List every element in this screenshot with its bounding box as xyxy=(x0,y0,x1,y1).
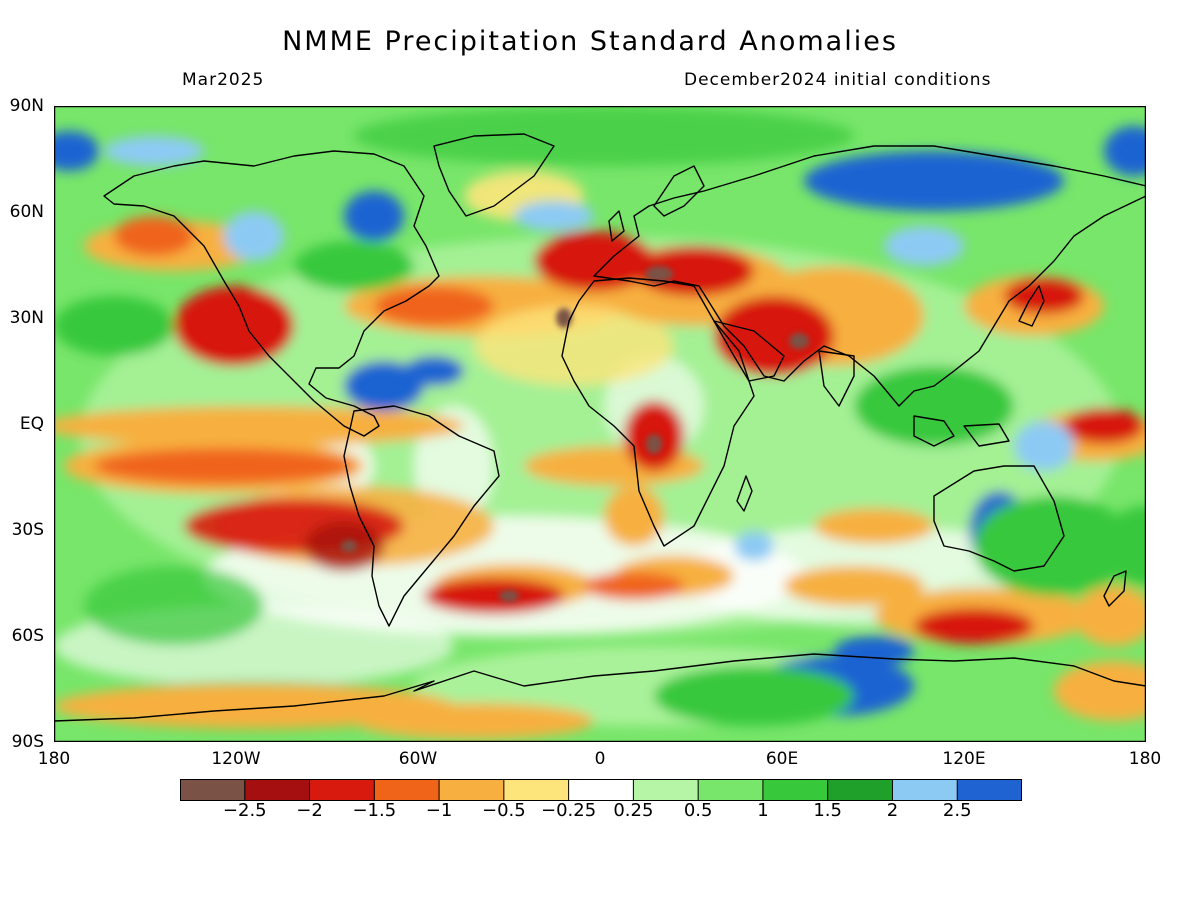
lon-label-120e: 120E xyxy=(942,749,986,769)
colorbar-tick-label: 0.5 xyxy=(683,800,713,821)
map-frame xyxy=(54,106,1146,742)
lat-label-30s: 30S xyxy=(11,520,44,540)
anomaly-map xyxy=(54,106,1146,742)
colorbar-swatch xyxy=(956,779,1022,801)
colorbar-swatch xyxy=(568,779,635,801)
lon-label-180w: 180 xyxy=(37,749,71,769)
colorbar-swatch xyxy=(827,779,894,801)
colorbar-tick-label: 1 xyxy=(757,800,769,821)
colorbar-swatch xyxy=(503,779,570,801)
lon-label-180e: 180 xyxy=(1128,749,1162,769)
lat-label-30n: 30N xyxy=(9,308,44,328)
lon-label-120w: 120W xyxy=(211,749,261,769)
anomaly-field xyxy=(54,106,1146,739)
valid-month-label: Mar2025 xyxy=(182,70,265,90)
lat-label-60s: 60S xyxy=(11,626,44,646)
lat-label-90n: 90N xyxy=(9,96,44,116)
initial-conditions-label: December2024 initial conditions xyxy=(684,70,992,90)
colorbar-tick-label: 0.25 xyxy=(613,800,654,821)
colorbar-swatch xyxy=(180,779,246,801)
colorbar-tick-label: −1 xyxy=(425,800,453,821)
colorbar-tick-label: −2 xyxy=(296,800,323,821)
colorbar-tick-label: −0.5 xyxy=(481,800,526,821)
lat-label-60n: 60N xyxy=(9,202,44,222)
colorbar-tick-label: 2.5 xyxy=(942,800,972,821)
colorbar xyxy=(180,779,1022,801)
extreme-spots xyxy=(341,266,809,602)
colorbar-swatch xyxy=(762,779,829,801)
lon-label-60w: 60W xyxy=(398,749,438,769)
colorbar-tick-label: −2.5 xyxy=(222,800,267,821)
colorbar-tick-label: 1.5 xyxy=(813,800,842,821)
lat-label-eq: EQ xyxy=(19,414,44,434)
lon-label-60e: 60E xyxy=(765,749,799,769)
colorbar-swatch xyxy=(244,779,311,801)
colorbar-swatch xyxy=(891,779,959,801)
colorbar-tick-label: 2 xyxy=(886,800,899,821)
coastlines xyxy=(54,133,1146,722)
colorbar-swatch xyxy=(309,779,376,801)
map-title: NMME Precipitation Standard Anomalies xyxy=(282,26,898,57)
colorbar-swatch xyxy=(697,779,764,801)
lat-label-90s: 90S xyxy=(11,732,44,752)
colorbar-swatch xyxy=(632,779,700,801)
lon-label-0: 0 xyxy=(594,749,606,769)
colorbar-swatch xyxy=(438,779,505,801)
colorbar-swatch xyxy=(373,779,441,801)
colorbar-tick-label: −0.25 xyxy=(541,800,597,821)
colorbar-tick-label: −1.5 xyxy=(352,800,397,821)
